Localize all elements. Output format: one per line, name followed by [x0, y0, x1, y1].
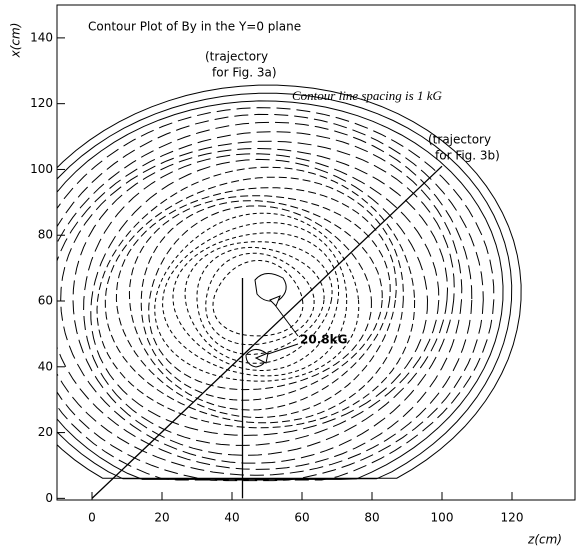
contour-line: [196, 246, 325, 355]
y-tick-label: 100: [30, 162, 53, 176]
contour-line: [57, 113, 484, 482]
y-axis-label: x(cm): [9, 23, 23, 59]
y-tick-label: 40: [38, 359, 53, 373]
x-tick-label: 100: [431, 511, 454, 525]
contour-line: [96, 166, 416, 429]
trajectory: [91, 165, 443, 499]
x-tick-label: 0: [88, 511, 96, 525]
contour-line: [57, 100, 504, 480]
x-axis-label: z(cm): [527, 533, 562, 547]
x-tick-label: 40: [224, 511, 239, 525]
contours: [57, 84, 522, 482]
contour-line: [148, 205, 372, 391]
peak-arrows: [261, 304, 299, 357]
y-tick-label: 20: [38, 425, 53, 439]
contour-line: [60, 140, 455, 464]
contour-line: [162, 222, 348, 377]
contour-line: [57, 92, 513, 480]
contour-line: [128, 195, 391, 411]
contour-line: [115, 187, 397, 419]
y-tick-label: 80: [38, 228, 53, 242]
contour-line: [57, 121, 473, 476]
contour-line: [72, 147, 449, 456]
peak-arrowheads: [254, 295, 281, 364]
contour-line: [57, 131, 463, 470]
contour-line: [205, 252, 315, 346]
contour-line: [172, 232, 340, 371]
trajectory-label: (trajectory: [428, 133, 491, 147]
annotation: Contour line spacing is 1 kG: [292, 88, 442, 103]
x-tick-label: 20: [154, 511, 169, 525]
contour-line: [57, 84, 522, 479]
x-tick-label: 80: [364, 511, 379, 525]
trajectory-label: (trajectory: [205, 50, 268, 64]
contour-line: [140, 200, 383, 401]
contour-line: [90, 158, 428, 436]
x-tick-label: 120: [501, 511, 524, 525]
inner-contour: [254, 273, 287, 302]
contour-line: [57, 107, 495, 481]
contour-line: [184, 241, 333, 364]
contour-line: [154, 212, 360, 382]
y-tick-label: 60: [38, 294, 53, 308]
y-tick-label: 120: [30, 96, 53, 110]
y-tick-label: 140: [30, 30, 53, 44]
contour-line: [212, 260, 304, 337]
peak-label: 20.8kG: [300, 333, 347, 347]
contour-line: [83, 153, 440, 446]
trajectory-label: for Fig. 3a): [212, 66, 277, 80]
plot-frame: [56, 4, 576, 501]
x-tick-label: 60: [294, 511, 309, 525]
chart-title: Contour Plot of By in the Y=0 plane: [88, 20, 301, 34]
y-tick-label: 0: [45, 491, 53, 505]
contour-line: [104, 176, 404, 424]
trajectory-label: for Fig. 3b): [435, 149, 500, 163]
